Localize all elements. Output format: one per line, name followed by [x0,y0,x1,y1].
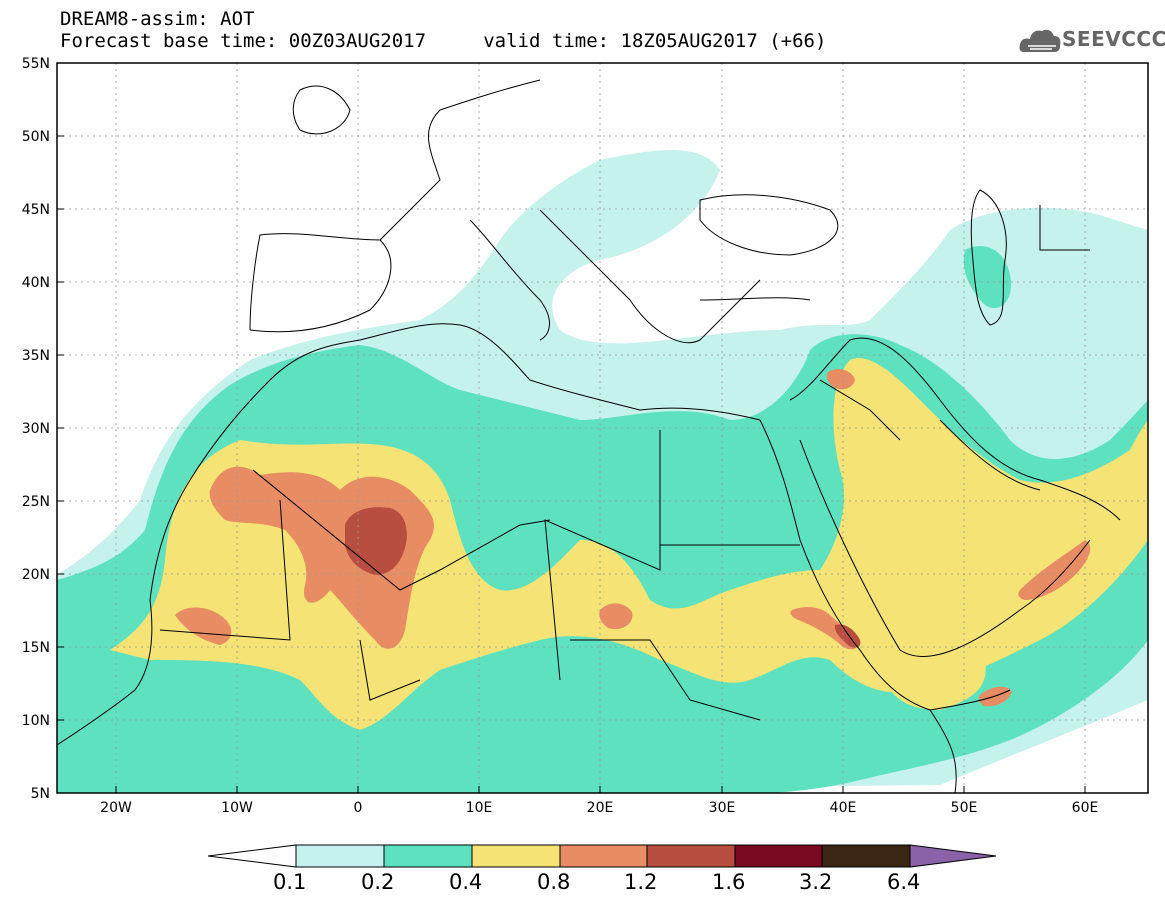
latitude-labels: 55N 50N 45N 40N 35N 30N 25N 20N 15N 10N … [22,56,50,802]
lat-label: 30N [22,421,50,437]
lat-label: 15N [22,640,50,656]
lon-label: 20W [100,800,132,816]
lon-label: 20E [587,800,614,816]
longitude-labels: 20W 10W 0 10E 20E 30E 40E 50E 60E [100,800,1098,816]
lat-label: 35N [22,348,50,364]
lat-label: 40N [22,275,50,291]
colorbar-label: 0.8 [537,870,571,894]
colorbar-label: 0.1 [273,870,307,894]
aot-level-0-8-sudan [599,603,633,630]
lat-label: 50N [22,129,50,145]
map-grid [57,63,1148,793]
aot-level-0-4-arabia [856,397,915,510]
lon-label: 30E [709,800,736,816]
colorbar-above-arrow [909,844,997,868]
colorbar-segment [559,844,648,868]
colorbar [207,844,997,868]
lat-label: 55N [22,56,50,72]
colorbar-segment [295,844,385,868]
cloud-logo-icon [1019,29,1061,52]
colorbar-label: 0.4 [449,870,483,894]
colorbar-label: 1.2 [624,870,658,894]
coastlines [57,79,1121,793]
aot-level-0-8-eritrea [790,607,859,650]
colorbar-segment [821,844,911,868]
colorbar-segment [734,844,823,868]
logo-text: SEEVCCC [1062,27,1165,51]
lat-label: 10N [22,713,50,729]
aot-level-0-8-yemen [978,686,1012,707]
map-title: DREAM8-assim: AOT [60,8,255,30]
colorbar-label: 3.2 [799,870,833,894]
lon-label: 40E [830,800,857,816]
lon-label: 50E [951,800,978,816]
aot-contours [57,150,1148,793]
lat-label: 25N [22,494,50,510]
colorbar-below-arrow [207,844,297,868]
colorbar-label: 0.2 [361,870,395,894]
forecast-times: Forecast base time: 00Z03AUG2017 valid t… [60,30,827,52]
aot-level-0-8-west [175,607,232,645]
aot-level-0-8-iraq [826,369,855,390]
aot-level-0-2-central-asia [963,246,1011,309]
colorbar-segment [646,844,736,868]
lon-label: 60E [1072,800,1099,816]
colorbar-segment [471,844,561,868]
lat-label: 20N [22,567,50,583]
lat-label: 45N [22,202,50,218]
colorbar-label: 1.6 [712,870,746,894]
aot-level-0-8-oman [1018,540,1091,600]
aot-level-0-4-horn [880,649,986,710]
lon-label: 10E [466,800,493,816]
lon-label: 0 [354,800,363,816]
colorbar-segment [383,844,473,868]
axis-ticks [57,62,1086,793]
lat-label: 5N [31,786,50,802]
lon-label: 10W [221,800,253,816]
colorbar-label: 6.4 [887,870,921,894]
